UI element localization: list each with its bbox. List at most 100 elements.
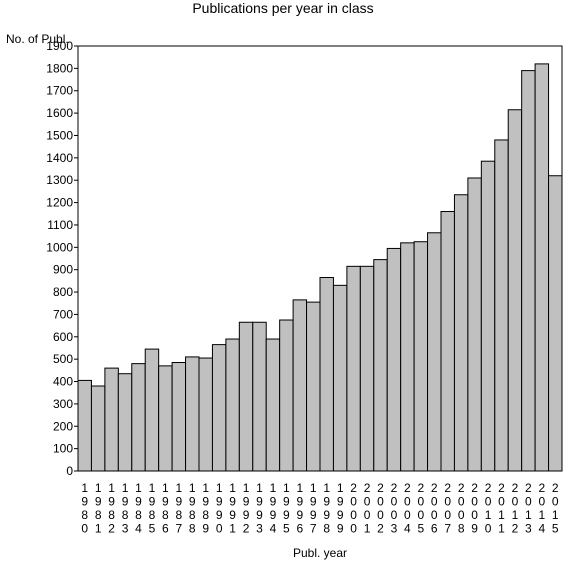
bar-1999 — [332, 284, 348, 472]
y-tick-label: 0 — [66, 464, 73, 478]
y-tick-label: 100 — [53, 442, 73, 456]
bars — [77, 63, 563, 472]
bar-1981 — [90, 385, 106, 472]
bar-1986 — [158, 365, 173, 472]
bar-1990 — [211, 344, 227, 472]
plot-frame — [77, 45, 563, 472]
bar-1997 — [306, 301, 321, 472]
y-tick-label: 300 — [53, 397, 73, 411]
bar-1998 — [319, 277, 334, 472]
y-tick-label: 900 — [53, 263, 73, 277]
bar-2011 — [494, 139, 509, 472]
bar-2015 — [548, 175, 563, 472]
bar-1982 — [104, 367, 119, 472]
y-tick-label: 400 — [53, 375, 73, 389]
y-tick-label: 1200 — [46, 196, 73, 210]
bar-1989 — [198, 357, 213, 472]
y-tick-label: 1400 — [46, 151, 73, 165]
y-tick-label: 1300 — [46, 173, 73, 187]
bar-2001 — [359, 265, 375, 472]
bar-1996 — [292, 299, 308, 472]
y-tick-label: 1800 — [46, 61, 73, 75]
y-tick-label: 1600 — [46, 106, 73, 120]
y-tick-label: 500 — [53, 352, 73, 366]
bar-2008 — [453, 194, 469, 472]
bar-2000 — [346, 265, 361, 472]
bar-2002 — [373, 259, 388, 472]
y-tick-label: 1500 — [46, 128, 73, 142]
bar-1984 — [131, 363, 146, 472]
bar-2003 — [386, 247, 402, 472]
bar-1993 — [252, 321, 267, 472]
chart-title: Publications per year in class — [192, 0, 373, 16]
y-axis-ticks: 0 100 200 300 400 500 600 700 800 900 1000 1100 1200… — [46, 39, 78, 478]
bar-2006 — [427, 232, 442, 472]
bar-1995 — [279, 319, 294, 472]
bar-1994 — [265, 338, 281, 472]
bar-1983 — [117, 373, 133, 472]
bar-2005 — [413, 241, 429, 472]
bar-2009 — [467, 177, 482, 472]
y-tick-label: 1100 — [47, 218, 73, 232]
bar-2010 — [480, 160, 496, 472]
bar-2004 — [400, 242, 415, 472]
bar-2014 — [534, 63, 550, 472]
bar-1985 — [144, 348, 160, 472]
bar-1992 — [238, 321, 254, 472]
bar-1991 — [225, 338, 240, 472]
y-axis-label: No. of Publ. — [6, 32, 69, 46]
x-axis-label: Publ. year — [293, 546, 347, 560]
y-tick-label: 200 — [53, 419, 73, 433]
y-tick-label: 800 — [53, 285, 73, 299]
y-tick-label: 1900 — [46, 39, 73, 53]
x-axis-ticks: 1 9 8 0 1 9 8 1 1 9 8 2 1 9 8 3 1 9 8 4 1 9 8 5 1 9 8 6 1 9 8 7 1 9 8 8 1 9 8 9… — [81, 481, 559, 536]
bar-1987 — [171, 362, 187, 472]
y-tick-label: 1000 — [46, 240, 73, 254]
bar-1980 — [77, 379, 92, 472]
y-tick-label: 700 — [53, 307, 73, 321]
bar-2007 — [440, 211, 455, 472]
bar-1988 — [185, 356, 200, 472]
bar-2013 — [521, 70, 536, 472]
y-tick-label: 600 — [53, 330, 73, 344]
y-tick-label: 1700 — [46, 84, 73, 98]
bar-2012 — [507, 109, 523, 472]
